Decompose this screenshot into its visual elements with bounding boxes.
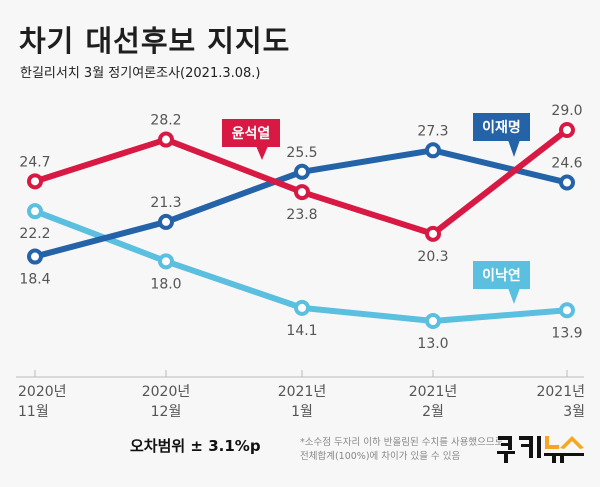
data-point [27,248,43,265]
chart-title: 차기 대선후보 지지도 [19,24,291,58]
data-label: 23.8 [286,207,317,223]
data-label: 27.3 [417,123,448,139]
x-axis: 2020년 11월 2020년 12월 2021년 1월 2021년 2월 2021년 3월 [16,370,585,420]
data-point [294,299,310,316]
data-label: 13.0 [417,336,448,352]
x-tick-label-year: 2021년 [278,384,327,400]
x-tick-label-year: 2021년 [409,384,458,400]
callout-label: 이낙연 [482,267,521,284]
data-point [425,313,441,329]
data-label: 18.4 [19,272,50,288]
data-point [559,174,575,191]
data-point [158,131,174,148]
x-tick-label-month: 11월 [18,404,49,420]
data-point [158,213,174,230]
callout-pointer [256,146,268,160]
data-label: 28.2 [150,113,181,129]
data-label: 29.0 [551,103,582,119]
data-label: 21.3 [150,195,181,211]
data-label: 24.7 [19,154,50,170]
callout-0: 윤석열 [222,119,280,160]
callout-2: 이낙연 [473,261,530,304]
x-tick-label-month: 1월 [291,404,313,420]
callout-label: 이재명 [482,119,521,136]
data-label: 18.0 [150,276,181,292]
callout-pointer [508,288,520,304]
data-point [158,253,174,270]
data-point [425,225,441,242]
data-label: 13.9 [551,325,582,341]
x-tick-label-month: 2월 [422,404,444,420]
kukinews-logo [497,436,584,463]
callout-pointer [508,140,520,157]
series-lines [27,122,575,329]
footnote-line-2: 전체합계(100%)에 차이가 있을 수 있음 [300,451,461,462]
data-label: 14.1 [286,323,317,339]
data-point [27,173,43,190]
data-label: 22.2 [19,226,50,242]
x-tick-label-year: 2021년 [536,384,585,400]
callout-box [473,261,530,289]
data-point [425,142,441,159]
data-label: 20.3 [417,249,448,265]
data-point [27,203,43,220]
footnote: *소수점 두자리 이하 반올림된 수치를 사용했으므로 전체합계(100%)에 … [300,436,503,464]
x-tick-label-year: 2020년 [142,384,191,400]
callout-1: 이재명 [473,113,530,157]
data-point [559,122,575,138]
data-point [294,184,310,201]
x-tick-label-month: 12월 [151,404,182,420]
x-tick-label-month: 3월 [563,404,585,420]
line-chart: 2020년 11월 2020년 12월 2021년 1월 2021년 2월 2021년 3월 윤석… [16,103,585,420]
data-point [559,302,575,319]
margin-of-error: 오차범위 ± 3.1%p [130,437,261,455]
chart-subtitle: 한길리서치 3월 정기여론조사(2021.3.08.) [20,66,261,81]
data-label: 25.5 [286,145,317,161]
callout-box [473,113,530,141]
x-tick-label-year: 2020년 [18,384,67,400]
callout-label: 윤석열 [232,125,271,142]
callout-box [222,119,280,147]
data-label: 24.6 [551,156,582,172]
footnote-line-1: *소수점 두자리 이하 반올림된 수치를 사용했으므로 [300,437,504,448]
data-point [294,163,310,180]
value-labels: 24.7 28.2 23.8 20.3 29.0 18.4 21.3 25.5 27.3 24.6… [19,103,582,352]
